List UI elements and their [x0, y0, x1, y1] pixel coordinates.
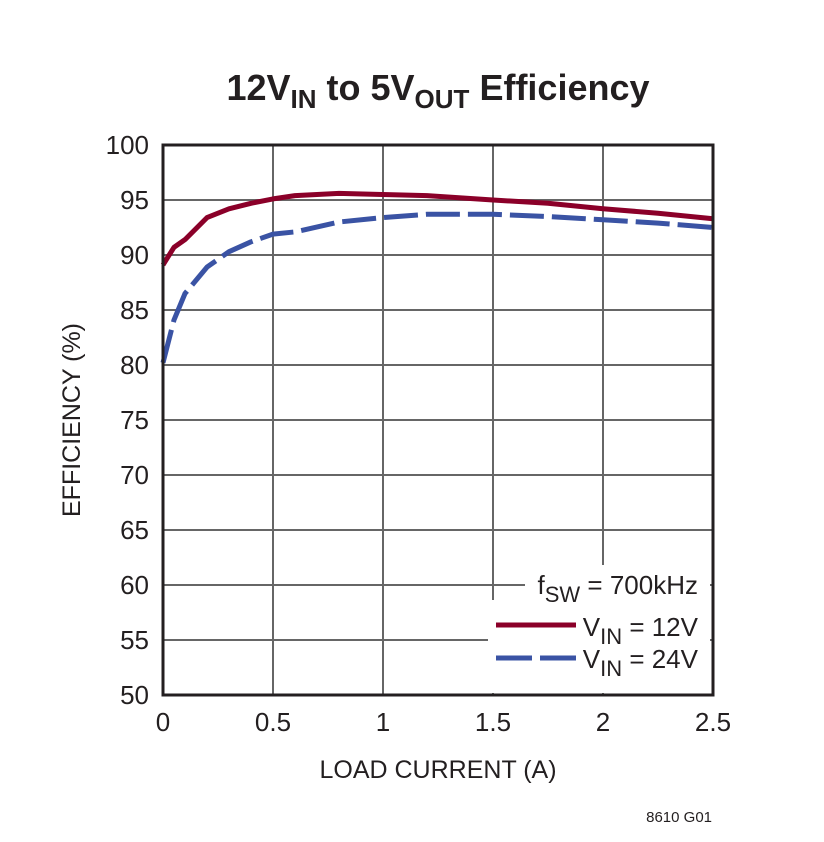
annotation-fsw: fSW = 700kHz: [538, 570, 698, 607]
y-tick-label: 70: [120, 460, 149, 490]
y-tick-label: 75: [120, 405, 149, 435]
series-lines: [160, 190, 714, 364]
footnote: 8610 G01: [646, 809, 712, 826]
x-tick-label: 2: [596, 707, 610, 737]
series-line-12v: [160, 190, 714, 267]
y-tick-label: 60: [120, 570, 149, 600]
y-tick-label: 100: [106, 130, 149, 160]
y-axis-label: EFFICIENCY (%): [58, 323, 86, 517]
y-tick-label: 65: [120, 515, 149, 545]
legend-background: [488, 565, 710, 693]
x-tick-label: 2.5: [695, 707, 731, 737]
x-tick-label: 0: [156, 707, 170, 737]
legend-label-12v: VIN = 12V: [583, 612, 699, 649]
tick-labels: 0 0.5 1 1.5 2 2.5 50 55 60 65 70 75 80 85 90 95 100: [106, 130, 731, 737]
series-line-24v: [160, 211, 714, 364]
x-tick-label: 1.5: [475, 707, 511, 737]
x-axis-label: LOAD CURRENT (A): [319, 756, 556, 784]
y-tick-label: 55: [120, 625, 149, 655]
y-tick-label: 95: [120, 185, 149, 215]
y-tick-label: 50: [120, 680, 149, 710]
y-tick-label: 90: [120, 240, 149, 270]
x-tick-label: 0.5: [255, 707, 291, 737]
legend-label-24v: VIN = 24V: [583, 644, 699, 681]
chart-title: 12VIN to 5VOUT Efficiency: [226, 67, 649, 114]
y-tick-label: 85: [120, 295, 149, 325]
plot-frame: [161, 143, 715, 697]
x-tick-label: 1: [376, 707, 390, 737]
y-tick-label: 80: [120, 350, 149, 380]
